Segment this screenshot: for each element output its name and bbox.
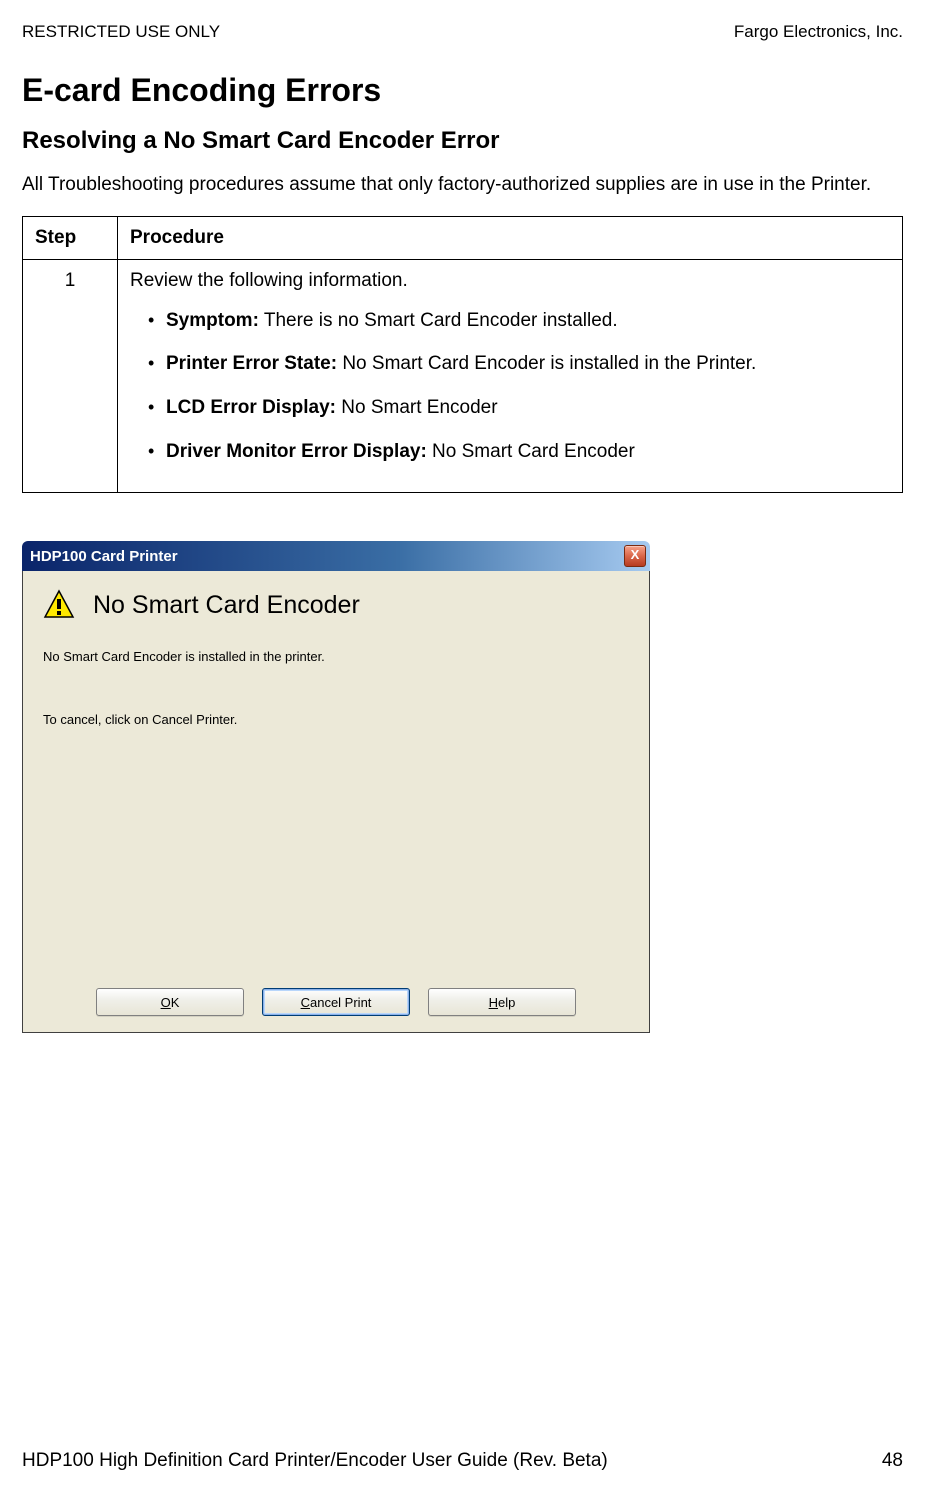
dialog-line-2: To cancel, click on Cancel Printer. — [43, 712, 629, 727]
bullet-label: Symptom: — [166, 310, 259, 331]
close-button[interactable]: X — [624, 545, 646, 567]
page-title: E-card Encoding Errors — [22, 72, 903, 109]
cancel-print-button[interactable]: Cancel Print — [262, 988, 410, 1016]
dialog-line-1: No Smart Card Encoder is installed in th… — [43, 649, 629, 664]
bullet-item: Symptom: There is no Smart Card Encoder … — [148, 308, 890, 334]
intro-paragraph: All Troubleshooting procedures assume th… — [22, 173, 903, 198]
step-number: 1 — [23, 259, 118, 493]
bullet-item: Driver Monitor Error Display: No Smart C… — [148, 439, 890, 465]
bullet-item: Printer Error State: No Smart Card Encod… — [148, 351, 890, 377]
section-subtitle: Resolving a No Smart Card Encoder Error — [22, 127, 903, 155]
ok-button[interactable]: OK — [96, 988, 244, 1016]
dialog-window: HDP100 Card Printer X No Smart Card Enco… — [22, 541, 650, 1033]
procedure-intro: Review the following information. — [130, 270, 890, 292]
btn-label: OK — [161, 995, 180, 1010]
bullet-label: Driver Monitor Error Display: — [166, 441, 427, 462]
dialog-button-row: OK Cancel Print Help — [23, 988, 649, 1016]
procedure-cell: Review the following information. Sympto… — [118, 259, 903, 493]
header-left: RESTRICTED USE ONLY — [22, 22, 220, 42]
close-icon: X — [631, 547, 640, 562]
btn-label: Help — [489, 995, 516, 1010]
footer-left: HDP100 High Definition Card Printer/Enco… — [22, 1450, 608, 1472]
dialog-titlebar[interactable]: HDP100 Card Printer X — [22, 541, 650, 571]
warning-icon — [43, 589, 75, 621]
table-row: 1 Review the following information. Symp… — [23, 259, 903, 493]
col-step-header: Step — [23, 216, 118, 259]
bullet-label: LCD Error Display: — [166, 397, 336, 418]
bullet-text: There is no Smart Card Encoder installed… — [259, 310, 618, 331]
dialog-message-title: No Smart Card Encoder — [93, 591, 360, 620]
header-right: Fargo Electronics, Inc. — [734, 22, 903, 42]
bullet-text: No Smart Encoder — [336, 397, 498, 418]
page-header: RESTRICTED USE ONLY Fargo Electronics, I… — [22, 22, 903, 42]
dialog-body: No Smart Card Encoder No Smart Card Enco… — [22, 571, 650, 1033]
btn-label: Cancel Print — [301, 995, 372, 1010]
dialog-message-row: No Smart Card Encoder — [43, 589, 629, 621]
help-button[interactable]: Help — [428, 988, 576, 1016]
page-footer: HDP100 High Definition Card Printer/Enco… — [22, 1450, 903, 1472]
col-procedure-header: Procedure — [118, 216, 903, 259]
bullet-text: No Smart Card Encoder — [427, 441, 635, 462]
table-header-row: Step Procedure — [23, 216, 903, 259]
dialog-title: HDP100 Card Printer — [30, 548, 178, 565]
footer-page-number: 48 — [882, 1450, 903, 1472]
procedure-table: Step Procedure 1 Review the following in… — [22, 216, 903, 494]
procedure-bullets: Symptom: There is no Smart Card Encoder … — [130, 308, 890, 465]
bullet-item: LCD Error Display: No Smart Encoder — [148, 395, 890, 421]
bullet-text: No Smart Card Encoder is installed in th… — [337, 353, 756, 374]
bullet-label: Printer Error State: — [166, 353, 337, 374]
